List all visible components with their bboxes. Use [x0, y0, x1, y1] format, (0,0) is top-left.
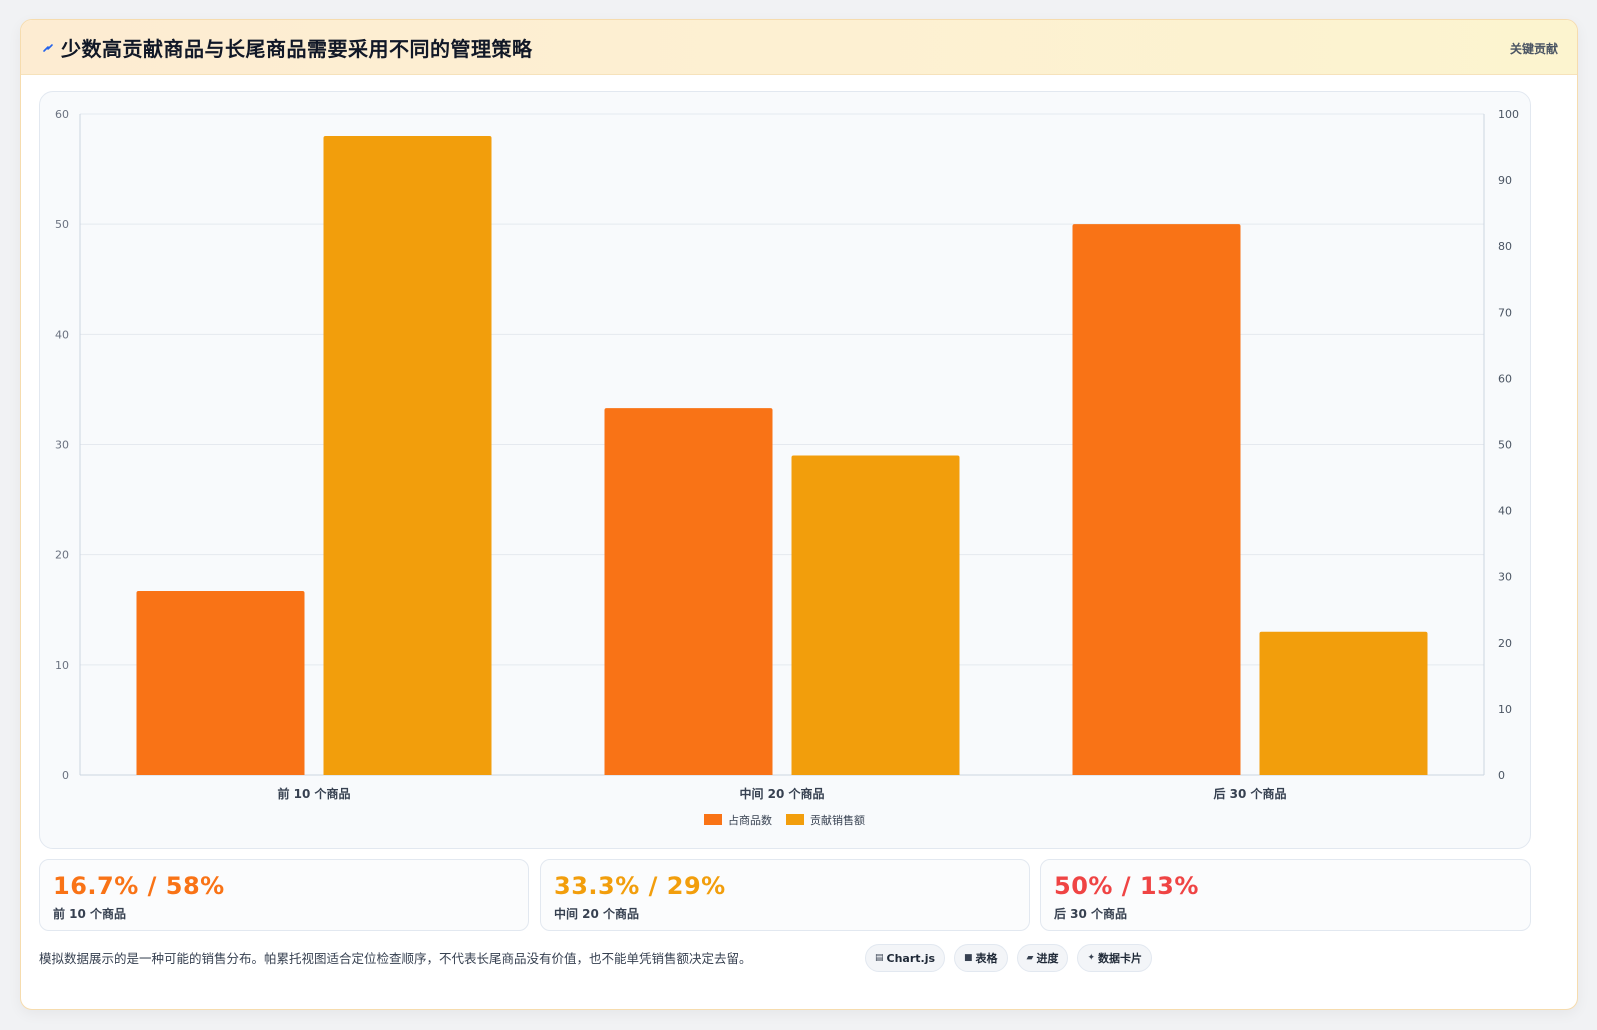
- stat-label: 后 30 个商品: [1054, 907, 1128, 921]
- y-right-tick-label: 40: [1498, 505, 1512, 518]
- y-right-tick-label: 20: [1498, 637, 1512, 650]
- legend-label: 占商品数: [728, 813, 772, 827]
- stat-card-middle20: 33.3% / 29% 中间 20 个商品: [540, 859, 1030, 931]
- y-right-tick-label: 0: [1498, 769, 1505, 782]
- bar: [136, 591, 305, 775]
- chip-label: Chart.js: [886, 951, 936, 965]
- y-right-tick-label: 30: [1498, 571, 1512, 584]
- page-title: 少数高贡献商品与长尾商品需要采用不同的管理策略: [61, 37, 533, 61]
- chart-icon: ▤: [875, 953, 884, 963]
- y-right-tick-label: 10: [1498, 703, 1512, 716]
- y-right-tick-label: 50: [1498, 439, 1512, 452]
- chip-table[interactable]: ■ 表格: [954, 944, 1008, 972]
- legend-swatch: [786, 814, 804, 825]
- stat-card-top10: 16.7% / 58% 前 10 个商品: [39, 859, 529, 931]
- x-tick-label: 前 10 个商品: [277, 786, 350, 801]
- y-left-tick-label: 30: [55, 439, 69, 452]
- y-right-tick-label: 90: [1498, 174, 1512, 187]
- bar: [323, 136, 492, 775]
- lightning-icon: [43, 44, 53, 52]
- card-header: 少数高贡献商品与长尾商品需要采用不同的管理策略 关键贡献: [21, 20, 1577, 75]
- stat-card-last30: 50% / 13% 后 30 个商品: [1040, 859, 1531, 931]
- bar: [791, 455, 960, 775]
- y-right-tick-label: 100: [1498, 108, 1519, 121]
- progress-icon: ▰: [1026, 953, 1034, 963]
- y-left-tick-label: 40: [55, 328, 69, 341]
- bar: [604, 408, 773, 775]
- chip-label: 表格: [975, 952, 998, 965]
- footer-note: 模拟数据展示的是一种可能的销售分布。帕累托视图适合定位检查顺序，不代表长尾商品没…: [39, 951, 752, 966]
- x-tick-label: 后 30 个商品: [1213, 786, 1286, 801]
- chip-data-card[interactable]: ✦ 数据卡片: [1077, 944, 1153, 972]
- bar: [1259, 631, 1428, 775]
- sparkle-icon: ✦: [1087, 953, 1096, 963]
- y-right-tick-label: 80: [1498, 240, 1512, 253]
- chip-group: ▤ Chart.js ■ 表格 ▰ 进度 ✦ 数据卡片: [865, 944, 1153, 972]
- y-left-tick-label: 60: [55, 108, 69, 121]
- table-icon: ■: [964, 953, 973, 963]
- y-right-tick-label: 60: [1498, 372, 1512, 385]
- stat-value: 16.7% / 58%: [53, 872, 225, 900]
- bar: [1072, 224, 1241, 775]
- stat-value: 33.3% / 29%: [554, 872, 726, 900]
- header-tag: 关键贡献: [1509, 42, 1558, 56]
- y-left-tick-label: 10: [55, 659, 69, 672]
- chart-card: 少数高贡献商品与长尾商品需要采用不同的管理策略 关键贡献 0 10 20 30 40 50…: [20, 19, 1578, 1010]
- chip-label: 进度: [1036, 952, 1059, 965]
- stat-label: 前 10 个商品: [53, 907, 127, 921]
- stat-value: 50% / 13%: [1054, 872, 1199, 900]
- y-left-tick-label: 50: [55, 218, 69, 231]
- legend-label: 贡献销售额: [810, 813, 865, 827]
- y-left-tick-label: 0: [62, 769, 69, 782]
- bar-chart: 0 10 20 30 40 50 60 0 10 20 30 40 50 60 70 80 90 100 前 10 …: [55, 108, 1519, 827]
- x-tick-label: 中间 20 个商品: [739, 786, 824, 801]
- y-left-tick-label: 20: [55, 549, 69, 562]
- stat-label: 中间 20 个商品: [554, 907, 640, 921]
- y-right-tick-label: 70: [1498, 306, 1512, 319]
- chart-panel: 0 10 20 30 40 50 60 0 10 20 30 40 50 60 70 80 90 100 前 10 …: [39, 91, 1531, 849]
- chip-progress[interactable]: ▰ 进度: [1016, 944, 1069, 972]
- chip-label: 数据卡片: [1098, 952, 1143, 965]
- chip-chartjs[interactable]: ▤ Chart.js: [865, 944, 946, 972]
- legend-swatch: [704, 814, 722, 825]
